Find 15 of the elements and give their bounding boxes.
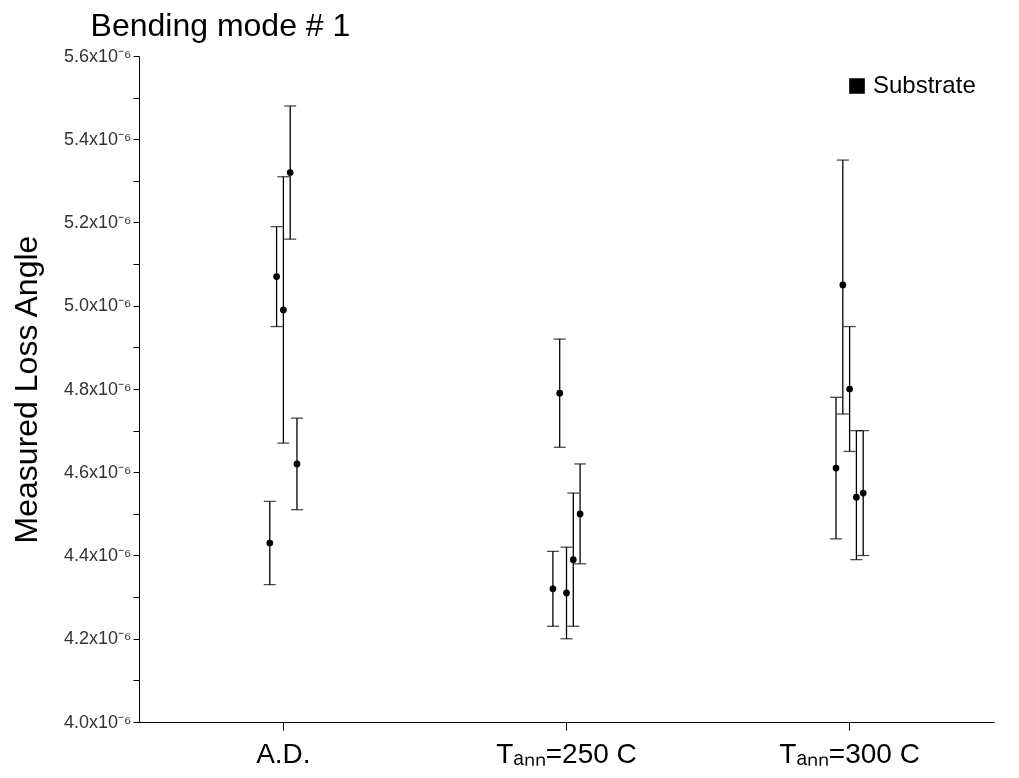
y-tick-label: 4.6x10⁻⁶ bbox=[64, 461, 132, 482]
y-tick-label: 5.4x10⁻⁶ bbox=[64, 128, 132, 149]
y-tick-label: 4.4x10⁻⁶ bbox=[64, 545, 132, 565]
y-tick-label: 4.8x10⁻⁶ bbox=[64, 378, 132, 399]
x-tick-label: Tₐₙₙ=250 C bbox=[496, 737, 637, 769]
chart-title: Bending mode # 1 bbox=[90, 7, 351, 43]
legend-label: Substrate bbox=[873, 71, 976, 98]
y-tick-label: 4.2x10⁻⁶ bbox=[64, 628, 132, 649]
x-tick-label: Tₐₙₙ=300 C bbox=[779, 737, 920, 769]
y-tick-label: 5.6x10⁻⁶ bbox=[64, 45, 132, 66]
x-tick-label: A.D. bbox=[256, 737, 311, 769]
y-tick-label: 5.0x10⁻⁶ bbox=[64, 295, 132, 316]
y-tick-label: 5.2x10⁻⁶ bbox=[64, 212, 132, 232]
y-tick-label: 4.0x10⁻⁶ bbox=[64, 711, 132, 732]
y-axis-title: Measured Loss Angle bbox=[8, 235, 45, 544]
